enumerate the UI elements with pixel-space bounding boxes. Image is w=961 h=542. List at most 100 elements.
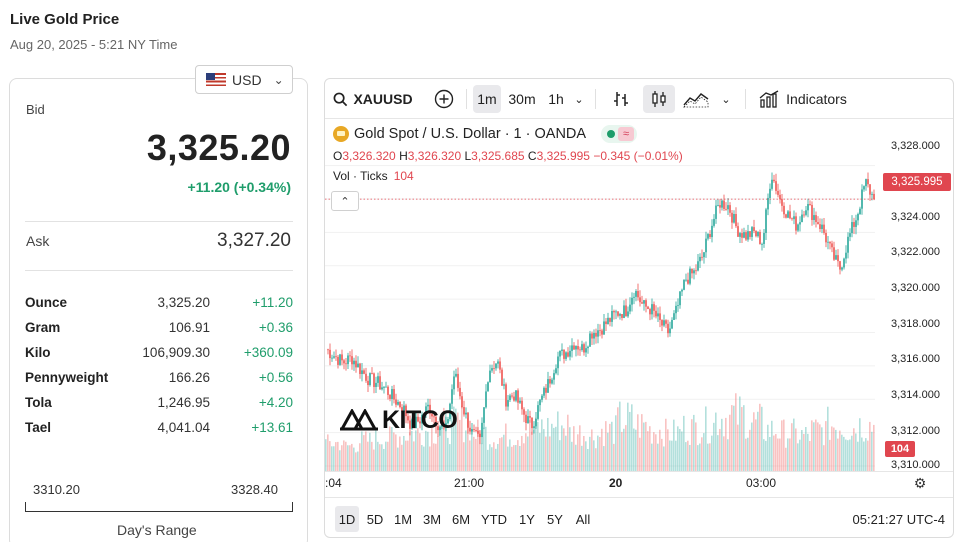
price-chart[interactable] xyxy=(325,119,875,471)
volume-bar xyxy=(559,440,561,471)
market-status-pill[interactable]: ≈ xyxy=(601,125,638,143)
collapse-legend-button[interactable]: ⌃ xyxy=(331,191,359,211)
candle-body xyxy=(381,387,383,390)
volume-bar xyxy=(849,439,851,471)
chevron-up-icon: ⌃ xyxy=(340,195,350,208)
unit-change: +11.20 xyxy=(252,295,293,310)
delayed-data-icon: ≈ xyxy=(618,127,635,141)
candle-body xyxy=(787,211,789,218)
volume-bar xyxy=(401,444,403,471)
candle-body xyxy=(829,241,831,244)
volume-bar xyxy=(829,439,831,471)
page-title: Live Gold Price xyxy=(10,11,120,28)
candle-body xyxy=(397,401,399,405)
candle-body xyxy=(527,416,529,424)
volume-bar xyxy=(571,441,573,471)
volume-bar xyxy=(857,441,859,471)
interval-30m[interactable]: 30m xyxy=(508,91,536,107)
candle-body xyxy=(395,399,397,405)
candle-body xyxy=(427,404,429,407)
candle-body xyxy=(577,346,579,350)
volume-bar xyxy=(691,419,693,471)
candle-body xyxy=(789,211,791,219)
volume-bar xyxy=(705,406,707,471)
volume-bar xyxy=(623,428,625,471)
volume-bar xyxy=(565,435,567,471)
chart-legend-title: Gold Spot / U.S. Dollar · 1 · OANDA ≈ xyxy=(333,125,638,143)
range-6m[interactable]: 6M xyxy=(451,511,471,527)
area-style-button[interactable] xyxy=(681,85,711,113)
time-axis: :04 21:00 20 03:00 ⚙ xyxy=(325,471,953,493)
interval-1h[interactable]: 1h xyxy=(548,91,564,107)
candle-body xyxy=(745,232,747,240)
volume-bar xyxy=(871,431,873,471)
candle-body xyxy=(695,270,697,272)
interval-1m[interactable]: 1m xyxy=(473,85,501,113)
candle-body xyxy=(335,356,337,358)
candle-body xyxy=(541,395,543,400)
volume-readout: Vol · Ticks 104 xyxy=(333,169,414,183)
volume-bar xyxy=(405,440,407,471)
volume-bar xyxy=(855,433,857,471)
candle-body xyxy=(631,297,633,305)
volume-bar xyxy=(689,444,691,471)
volume-bar xyxy=(737,424,739,471)
bar-style-button[interactable] xyxy=(607,85,635,113)
range-ytd[interactable]: YTD xyxy=(481,511,507,527)
symbol-label: XAUUSD xyxy=(353,91,413,107)
candle-body xyxy=(777,190,779,195)
candle-body xyxy=(657,313,659,317)
volume-bar xyxy=(703,433,705,471)
volume-bar xyxy=(781,420,783,471)
volume-bar xyxy=(757,411,759,471)
volume-bar xyxy=(577,434,579,471)
range-3m[interactable]: 3M xyxy=(422,511,442,527)
candle-body xyxy=(345,363,347,365)
unit-change: +4.20 xyxy=(258,395,293,410)
candle-body xyxy=(571,345,573,351)
unit-row-pennyweight: Pennyweight 166.26 +0.56 xyxy=(25,370,293,390)
volume-bar xyxy=(771,420,773,471)
chart-type-dropdown[interactable]: ⌄ xyxy=(719,85,733,113)
volume-bar xyxy=(517,440,519,471)
range-bar: 1D 5D 1M 3M 6M YTD 1Y 5Y All 05:21:27 UT… xyxy=(325,497,953,537)
candle-body xyxy=(799,222,801,225)
compare-button[interactable] xyxy=(431,85,457,113)
candle-body xyxy=(707,234,709,239)
currency-label: USD xyxy=(232,71,262,88)
volume-bar xyxy=(601,428,603,471)
symbol-search[interactable]: XAUUSD xyxy=(333,85,413,113)
volume-label: Vol · Ticks xyxy=(333,169,388,183)
indicators-button[interactable]: Indicators xyxy=(755,85,851,113)
candle-body xyxy=(727,205,729,210)
range-1y[interactable]: 1Y xyxy=(519,511,535,527)
volume-bar xyxy=(395,434,397,471)
chart-settings-gear-icon[interactable]: ⚙ xyxy=(913,475,927,491)
volume-bar xyxy=(371,441,373,471)
candle-body xyxy=(455,373,457,377)
volume-bar xyxy=(375,428,377,471)
interval-dropdown[interactable]: ⌄ xyxy=(572,85,586,113)
currency-selector[interactable]: USD ⌄ xyxy=(195,65,293,94)
volume-bar xyxy=(383,448,385,471)
range-1d[interactable]: 1D xyxy=(335,506,359,532)
range-5d[interactable]: 5D xyxy=(366,511,384,527)
volume-bar xyxy=(613,443,615,471)
volume-bar xyxy=(329,441,331,471)
volume-bar xyxy=(529,420,531,471)
candles-style-button[interactable] xyxy=(643,85,675,113)
volume-bar xyxy=(755,419,757,471)
range-all[interactable]: All xyxy=(575,511,591,527)
volume-bar xyxy=(389,426,391,471)
candle-body xyxy=(561,349,563,351)
volume-bar xyxy=(581,445,583,471)
candle-body xyxy=(833,247,835,260)
volume-bar xyxy=(501,437,503,471)
volume-bar xyxy=(671,440,673,471)
volume-bar xyxy=(447,437,449,471)
candle-body xyxy=(665,320,667,324)
range-1m[interactable]: 1M xyxy=(393,511,413,527)
range-5y[interactable]: 5Y xyxy=(547,511,563,527)
volume-bar xyxy=(349,445,351,471)
candle-body xyxy=(785,214,787,218)
